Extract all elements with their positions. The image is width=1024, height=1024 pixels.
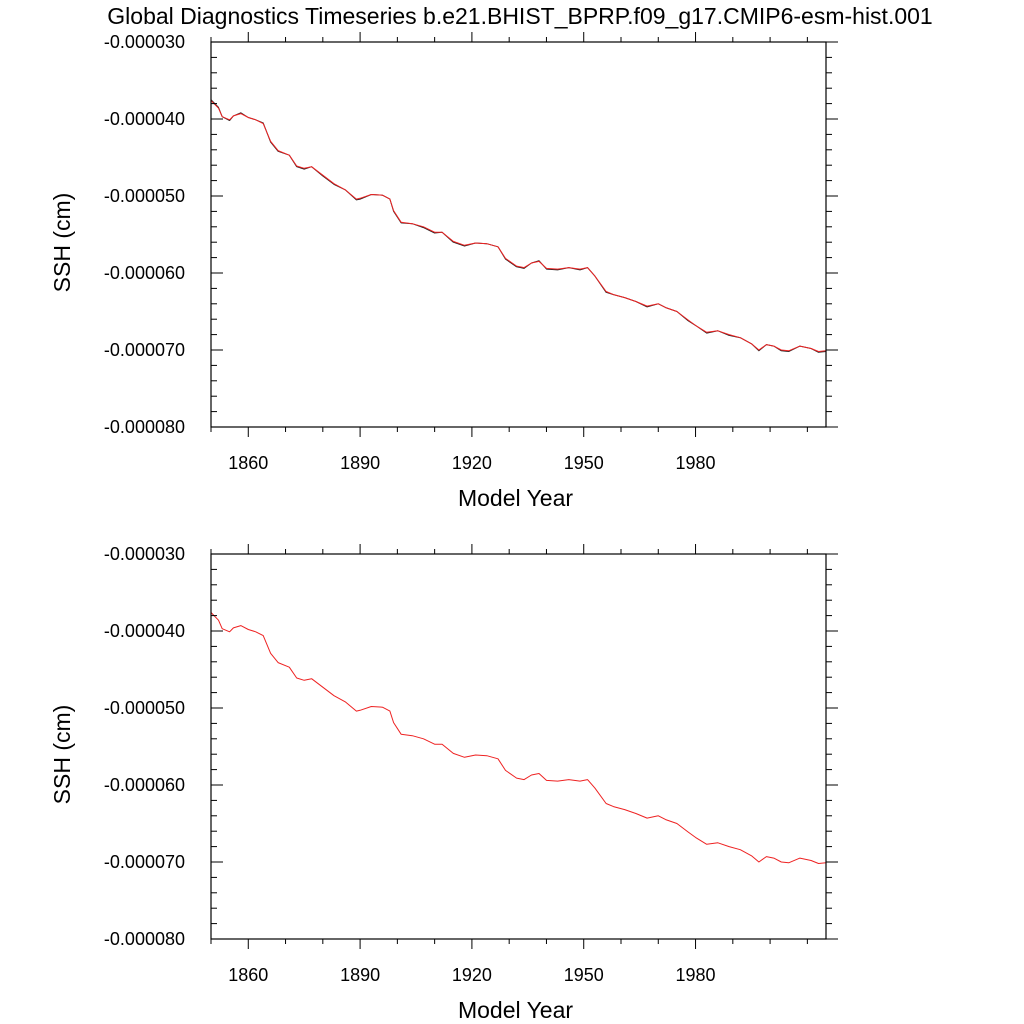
series-line-annual-mean [211,612,826,864]
x-tick-label: 1980 [676,453,716,473]
y-tick-label: -0.000080 [104,417,185,437]
y-tick-label: -0.000040 [104,621,185,641]
y-tick-label: -0.000030 [104,32,185,52]
chart-panel-bottom: 1860 1890 1920 1950 1980 -0.000030 -0.000040 -0… [49,544,838,1023]
y-tick-label: -0.000060 [104,775,185,795]
x-tick-label: 1980 [676,965,716,985]
x-tick-label: 1890 [340,965,380,985]
chart-panel-top: 1860 1890 1920 1950 1980 -0.000030 -0.000040 -0… [49,32,838,511]
x-axis-label: Model Year [458,485,573,511]
y-tick-label: -0.000070 [104,340,185,360]
series-line-annual-mean [211,100,826,352]
x-tick-label: 1920 [452,453,492,473]
y-tick-label: -0.000070 [104,852,185,872]
x-tick-label: 1890 [340,453,380,473]
y-tick-label: -0.000030 [104,544,185,564]
figure-title: Global Diagnostics Timeseries b.e21.BHIS… [107,3,932,29]
x-axis-label: Model Year [458,997,573,1023]
x-tick-label: 1950 [564,965,604,985]
x-tick-label: 1860 [228,453,268,473]
y-axis-label: SSH (cm) [49,705,75,805]
plot-frame [210,41,827,428]
y-tick-label: -0.000050 [104,698,185,718]
plot-frame [210,553,827,940]
x-tick-label: 1950 [564,453,604,473]
y-tick-label: -0.000060 [104,263,185,283]
y-axis-label: SSH (cm) [49,193,75,293]
x-tick-label: 1920 [452,965,492,985]
y-tick-label: -0.000050 [104,186,185,206]
y-tick-label: -0.000040 [104,109,185,129]
x-tick-label: 1860 [228,965,268,985]
y-tick-label: -0.000080 [104,929,185,949]
